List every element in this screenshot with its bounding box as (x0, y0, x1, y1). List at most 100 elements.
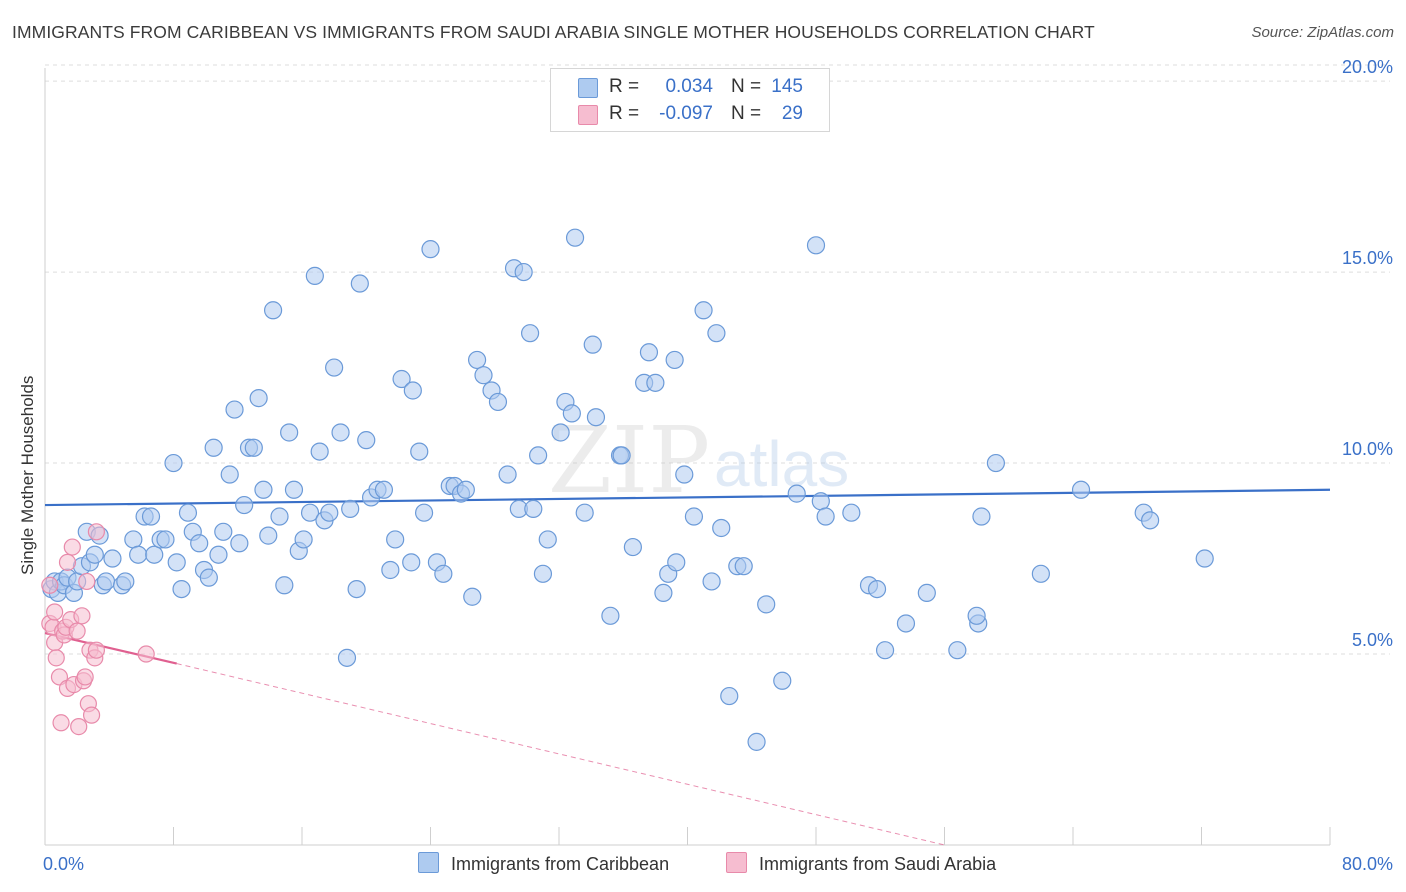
caribbean-point (434, 564, 453, 583)
caribbean-point (488, 392, 508, 412)
axes (44, 68, 1331, 846)
caribbean-point (310, 442, 329, 461)
saudi-point (87, 523, 106, 541)
caribbean-point (896, 614, 916, 633)
caribbean-point (347, 579, 366, 599)
caribbean-point (374, 480, 394, 499)
caribbean-point (235, 495, 254, 515)
caribbean-point (199, 568, 218, 587)
r-value: 0.034 (665, 76, 713, 97)
caribbean-point (654, 583, 673, 603)
caribbean-point (164, 453, 183, 473)
caribbean-point (1195, 549, 1214, 568)
chart-title: IMMIGRANTS FROM CARIBBEAN VS IMMIGRANTS … (12, 22, 1095, 42)
saudi-point (137, 645, 155, 663)
caribbean-point (225, 400, 244, 419)
caribbean-point (520, 324, 540, 343)
caribbean-point (702, 572, 721, 591)
caribbean-point (787, 484, 806, 503)
saudi-legend-swatch (726, 852, 747, 873)
caribbean-point (967, 606, 986, 625)
saudi-point (78, 572, 96, 591)
caribbean-point (538, 530, 557, 549)
legend-item-saudi: Immigrants from Saudi Arabia (726, 852, 996, 875)
caribbean-point (646, 373, 665, 392)
caribbean-point (410, 442, 429, 461)
y-tick-label: 10.0% (1342, 439, 1393, 459)
caribbean-point (565, 228, 585, 247)
caribbean-point (1071, 480, 1091, 499)
n-value: 145 (771, 76, 803, 97)
data-points (41, 228, 1214, 751)
x-tick-label: 0.0% (43, 854, 84, 874)
caribbean-point (249, 389, 268, 408)
caribbean-point (145, 545, 164, 564)
n-value: 29 (781, 103, 803, 124)
legend-label-saudi: Immigrants from Saudi Arabia (759, 854, 997, 874)
caribbean-point (129, 545, 148, 564)
caribbean-point (773, 671, 792, 690)
caribbean-point (747, 732, 766, 751)
caribbean-point (665, 350, 684, 370)
caribbean-point (403, 381, 422, 400)
caribbean-point (720, 686, 739, 706)
r-label: R = (609, 103, 640, 124)
caribbean-point (116, 572, 135, 591)
caribbean-point (331, 423, 350, 442)
saudi-point (68, 622, 86, 640)
caribbean-point (467, 350, 487, 370)
legend-row-caribbean: R = 0.034 N = 145 (551, 74, 829, 100)
caribbean-point (244, 438, 263, 457)
n-label: N = (731, 76, 762, 97)
caribbean-point (639, 343, 659, 362)
caribbean-point (562, 404, 581, 423)
caribbean-point (533, 564, 553, 583)
caribbean-point (463, 587, 482, 606)
caribbean-point (402, 553, 421, 572)
caribbean-point (325, 358, 344, 377)
caribbean-point (305, 266, 324, 285)
caribbean-point (96, 572, 116, 591)
saudi-point (52, 714, 70, 732)
caribbean-point (190, 534, 209, 553)
saudi-point (87, 641, 106, 659)
saudi-point (70, 717, 88, 736)
caribbean-point (524, 499, 543, 518)
caribbean-point (575, 503, 594, 522)
caribbean-point (842, 503, 861, 522)
watermark-atlas: atlas (714, 428, 849, 500)
caribbean-point (948, 641, 967, 660)
caribbean-point (601, 606, 620, 625)
tick-labels: 5.0% 10.0% 15.0% 20.0% 0.0% 80.0% (43, 57, 1393, 874)
legend-row-saudi: R = -0.097 N = 29 (551, 101, 829, 127)
caribbean-legend-swatch (418, 852, 439, 873)
caribbean-point (583, 335, 602, 354)
caribbean-point (85, 545, 104, 564)
caribbean-point (456, 480, 475, 499)
caribbean-point (300, 503, 320, 522)
r-label: R = (609, 76, 640, 97)
saudi-trend-extension (176, 663, 945, 846)
caribbean-point (103, 549, 122, 568)
caribbean-point (667, 553, 686, 572)
caribbean-point (712, 518, 731, 538)
caribbean-point (514, 262, 533, 282)
caribbean-point (337, 648, 357, 667)
correlation-legend: R = 0.034 N = 145 R = -0.097 N = 29 (550, 68, 830, 132)
caribbean-point (141, 507, 161, 526)
caribbean-point (214, 522, 233, 541)
caribbean-trend-line (44, 488, 1331, 507)
caribbean-point (178, 503, 198, 522)
caribbean-point (806, 236, 826, 255)
legend-item-caribbean: Immigrants from Caribbean (418, 852, 669, 875)
caribbean-point (124, 530, 143, 549)
caribbean-point (612, 446, 631, 465)
caribbean-point (551, 423, 570, 442)
caribbean-point (986, 453, 1006, 473)
caribbean-point (1140, 511, 1160, 530)
y-tick-label: 15.0% (1342, 248, 1393, 268)
caribbean-point (972, 507, 991, 526)
caribbean-point (421, 240, 440, 259)
caribbean-point (167, 553, 186, 572)
